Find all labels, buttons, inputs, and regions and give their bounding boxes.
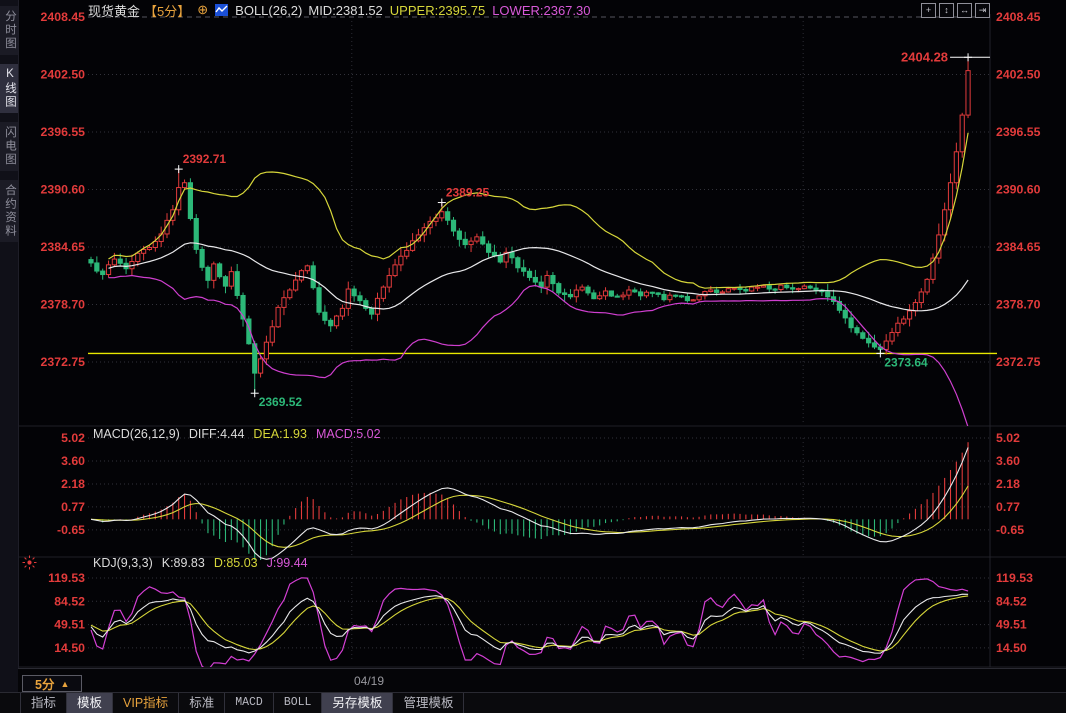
svg-text:14.50: 14.50: [54, 641, 85, 655]
svg-text:0.77: 0.77: [61, 500, 85, 514]
sidebar-item-time-chart[interactable]: 分时图: [0, 6, 18, 55]
macd-indicator-label: MACD(26,12,9): [93, 427, 180, 441]
svg-text:2.18: 2.18: [61, 477, 85, 491]
svg-text:2402.50: 2402.50: [996, 68, 1041, 82]
svg-text:14.50: 14.50: [996, 641, 1027, 655]
svg-text:5.02: 5.02: [996, 431, 1020, 445]
bottom-tab-bar: 指标 模板 VIP指标 标准 MACD BOLL 另存模板 管理模板: [0, 692, 1066, 713]
timeframe-button[interactable]: 5分 ▲: [22, 675, 83, 692]
svg-text:2408.45: 2408.45: [996, 10, 1041, 24]
tab-manage-templates[interactable]: 管理模板: [393, 693, 465, 713]
svg-text:2.18: 2.18: [996, 477, 1020, 491]
svg-text:49.51: 49.51: [996, 618, 1027, 632]
left-sidebar: 分时图 K线图 闪电图 合约资料: [0, 0, 19, 713]
svg-text:49.51: 49.51: [54, 618, 85, 632]
kdj-k-value: K:89.83: [161, 556, 205, 570]
kdj-d-value: D:85.03: [213, 556, 258, 570]
svg-text:2402.50: 2402.50: [41, 68, 86, 82]
timeframe-label: 【5分】: [144, 3, 191, 19]
sidebar-item-contract-info[interactable]: 合约资料: [0, 180, 18, 242]
svg-text:2378.70: 2378.70: [41, 298, 86, 312]
instrument-name: 现货黄金: [88, 3, 141, 19]
chart-toolbar: + ↕ ↔ ⇥: [921, 3, 990, 18]
macd-diff-value: DIFF:4.44: [188, 427, 245, 441]
svg-text:2390.60: 2390.60: [996, 183, 1041, 197]
tab-save-template[interactable]: 另存模板: [322, 693, 394, 713]
kdj-layer: [90, 577, 969, 667]
macd-macd-value: MACD:5.02: [315, 427, 381, 441]
macd-layer: [90, 442, 969, 560]
svg-text:2396.55: 2396.55: [41, 125, 86, 139]
svg-text:2396.55: 2396.55: [996, 125, 1041, 139]
svg-text:119.53: 119.53: [996, 571, 1033, 585]
fit-horizontal-icon[interactable]: ↔: [957, 3, 972, 18]
pan-icon[interactable]: +: [921, 3, 936, 18]
svg-text:2369.52: 2369.52: [259, 395, 303, 409]
svg-text:3.60: 3.60: [996, 454, 1020, 468]
svg-text:2372.75: 2372.75: [41, 355, 86, 369]
sun-icon[interactable]: [22, 555, 37, 575]
fit-vertical-icon[interactable]: ↕: [939, 3, 954, 18]
pop-out-icon[interactable]: ⇥: [975, 3, 990, 18]
svg-text:2384.65: 2384.65: [996, 240, 1041, 254]
svg-text:84.52: 84.52: [54, 594, 85, 608]
macd-dea-value: DEA:1.93: [253, 427, 307, 441]
kline-icon[interactable]: [215, 4, 229, 16]
boll-lower-value: LOWER:2367.30: [492, 2, 591, 18]
tab-boll[interactable]: BOLL: [274, 693, 323, 713]
chart-title-row: 现货黄金 【5分】 ⊕ BOLL(26,2) MID:2381.52 UPPER…: [88, 1, 590, 19]
tab-indicators[interactable]: 指标: [20, 693, 68, 713]
x-axis-date-label: 04/19: [354, 674, 385, 688]
svg-text:2373.64: 2373.64: [884, 355, 928, 369]
svg-text:2389.25: 2389.25: [446, 186, 490, 200]
boll-upper-value: UPPER:2395.75: [389, 2, 486, 18]
boll-indicator-label: BOLL(26,2): [235, 2, 303, 18]
kdj-pane-header: KDJ(9,3,3) K:89.83 D:85.03 J:99.44: [93, 556, 308, 570]
tab-vip-indicators[interactable]: VIP指标: [113, 693, 180, 713]
macd-pane-header: MACD(26,12,9) DIFF:4.44 DEA:1.93 MACD:5.…: [93, 427, 381, 441]
tab-macd[interactable]: MACD: [225, 693, 274, 713]
svg-text:2378.70: 2378.70: [996, 298, 1041, 312]
candlestick-layer: [88, 57, 971, 394]
boll-mid-value: MID:2381.52: [308, 2, 383, 18]
expand-circle-icon[interactable]: ⊕: [197, 2, 209, 17]
svg-text:0.77: 0.77: [996, 500, 1020, 514]
svg-text:2392.71: 2392.71: [183, 152, 227, 166]
svg-text:3.60: 3.60: [61, 454, 85, 468]
svg-text:2408.45: 2408.45: [41, 10, 86, 24]
kdj-j-value: J:99.44: [266, 556, 308, 570]
svg-text:2390.60: 2390.60: [41, 183, 86, 197]
sidebar-item-kline-chart[interactable]: K线图: [0, 64, 18, 113]
triangle-up-icon: ▲: [60, 678, 70, 689]
kdj-indicator-label: KDJ(9,3,3): [93, 556, 153, 570]
svg-text:5.02: 5.02: [61, 431, 85, 445]
sidebar-item-lightning-chart[interactable]: 闪电图: [0, 122, 18, 171]
svg-text:-0.65: -0.65: [996, 523, 1024, 537]
timeframe-button-label: 5分: [35, 678, 55, 692]
svg-text:2384.65: 2384.65: [41, 240, 86, 254]
svg-text:2372.75: 2372.75: [996, 355, 1041, 369]
tab-templates[interactable]: 模板: [67, 693, 114, 713]
x-axis-row: 5分 ▲ 04/19: [18, 668, 1066, 693]
tab-standard[interactable]: 标准: [179, 693, 226, 713]
svg-text:2404.28: 2404.28: [901, 49, 948, 64]
svg-text:119.53: 119.53: [48, 571, 85, 585]
svg-text:-0.65: -0.65: [57, 523, 85, 537]
svg-text:84.52: 84.52: [996, 594, 1027, 608]
